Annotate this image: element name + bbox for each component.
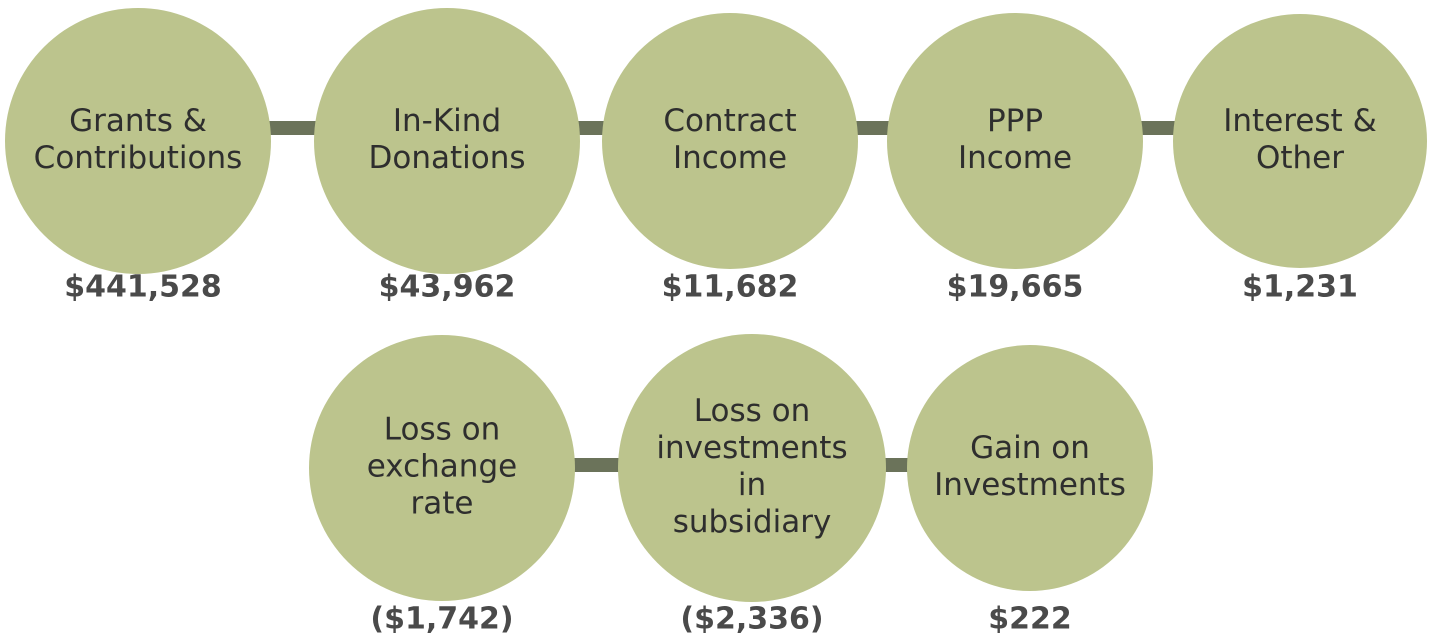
node-value: $19,665 [947, 270, 1084, 305]
node-circle [907, 345, 1153, 591]
node-label: Investments [934, 467, 1126, 503]
node-circle [309, 335, 575, 601]
node-label: Interest & [1223, 103, 1377, 139]
node-circle [602, 13, 858, 269]
node-label: Grants & [69, 103, 207, 139]
node-label: subsidiary [673, 504, 832, 540]
node-circle [1173, 14, 1427, 268]
node-label: Other [1256, 140, 1344, 176]
node-value: $1,231 [1242, 270, 1358, 305]
connector [260, 121, 330, 135]
node-circle [314, 8, 580, 274]
node-label: Income [673, 140, 787, 176]
node-circle [5, 8, 271, 274]
node-label: PPP [987, 103, 1043, 139]
node-value: ($2,336) [680, 602, 823, 637]
node-circle [887, 13, 1143, 269]
node-value: $43,962 [379, 270, 516, 305]
node-circle [618, 334, 886, 602]
node-label: exchange [367, 449, 517, 485]
node-label: In-Kind [393, 103, 501, 139]
node-label: Loss on [384, 412, 500, 448]
node-label: Contract [663, 103, 796, 139]
node-label: Income [958, 140, 1072, 176]
connector [565, 458, 635, 472]
node-value: $11,682 [662, 270, 799, 305]
node-label: Gain on [970, 430, 1090, 466]
node-label: investments [656, 430, 847, 466]
node-label: in [738, 467, 766, 503]
node-value: $441,528 [64, 270, 222, 305]
node-label: Loss on [694, 393, 810, 429]
node-value: ($1,742) [370, 602, 513, 637]
node-label: rate [411, 486, 474, 522]
node-value: $222 [988, 602, 1072, 637]
node-label: Donations [368, 140, 525, 176]
node-label: Contributions [34, 140, 243, 176]
